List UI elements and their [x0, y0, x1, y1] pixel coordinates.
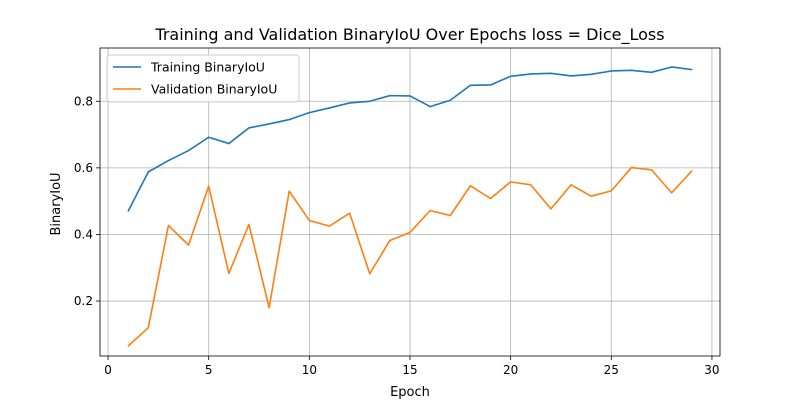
- y-tick-label-2: 0.6: [74, 161, 93, 175]
- x-tick-label-0: 0: [104, 363, 112, 377]
- series-1-point-17: [469, 185, 471, 187]
- y-tick-label-1: 0.4: [74, 227, 93, 241]
- series-0-point-24: [610, 70, 612, 72]
- chart-title: Training and Validation BinaryIoU Over E…: [154, 25, 664, 45]
- series-1-point-12: [369, 273, 371, 275]
- series-0-point-17: [469, 84, 471, 86]
- series-1-point-20: [530, 184, 532, 186]
- series-0-point-4: [208, 136, 210, 138]
- series-0-point-13: [389, 95, 391, 97]
- series-1-point-5: [228, 272, 230, 275]
- series-0-point-21: [550, 72, 552, 74]
- series-1-point-28: [691, 170, 693, 172]
- y-tick-label-0: 0.2: [74, 294, 93, 308]
- series-1-point-16: [449, 214, 451, 217]
- y-axis-label: BinaryIoU: [49, 172, 64, 235]
- legend-label-1: Validation BinaryIoU: [151, 82, 277, 97]
- series-1-point-22: [570, 184, 572, 186]
- series-1-point-6: [248, 223, 250, 226]
- series-0-point-16: [449, 99, 451, 101]
- series-0-point-0: [127, 210, 129, 212]
- series-1-point-24: [610, 190, 612, 192]
- series-0-point-1: [147, 171, 149, 173]
- series-0-point-3: [187, 149, 190, 152]
- series-0-point-10: [328, 107, 331, 109]
- series-0-point-26: [650, 71, 653, 73]
- series-1-point-27: [671, 192, 673, 194]
- series-1-point-10: [328, 225, 331, 227]
- series-0-point-14: [409, 95, 411, 97]
- x-tick-label-4: 20: [503, 363, 518, 377]
- series-1-point-21: [550, 208, 552, 210]
- series-1-point-13: [389, 239, 391, 242]
- series-1-point-0: [127, 345, 129, 347]
- series-0-point-6: [248, 127, 250, 129]
- legend-box: [106, 54, 300, 103]
- series-1-point-11: [349, 212, 351, 214]
- series-0-point-27: [671, 66, 673, 68]
- series-1-point-8: [288, 190, 290, 192]
- series-1-point-25: [630, 166, 633, 169]
- series-1-point-15: [429, 209, 431, 212]
- x-tick-label-2: 10: [302, 363, 317, 377]
- x-axis-label: Epoch: [390, 385, 430, 400]
- series-1-point-9: [308, 219, 310, 222]
- x-tick-label-3: 15: [402, 363, 417, 377]
- x-tick-label-1: 5: [205, 363, 213, 377]
- series-1-point-14: [409, 231, 411, 234]
- axis-ticks: 0 5 10 15 20 25 30 0.2 0.4 0.6 0.8: [74, 94, 720, 377]
- series-0-point-2: [167, 159, 170, 162]
- legend-label-0: Training BinaryIoU: [150, 60, 265, 75]
- series-1-point-1: [147, 327, 149, 329]
- x-tick-label-6: 30: [704, 363, 719, 377]
- legend: Training BinaryIoU Validation BinaryIoU: [106, 54, 300, 103]
- series-0-point-7: [268, 123, 270, 125]
- x-tick-label-5: 25: [604, 363, 619, 377]
- series-0-point-19: [510, 75, 512, 77]
- series-1-point-7: [268, 307, 270, 309]
- series-1-point-26: [650, 169, 653, 171]
- series-0-point-11: [349, 102, 351, 104]
- series-0-point-28: [691, 69, 693, 71]
- series-lines: [127, 66, 693, 347]
- series-0-point-12: [369, 100, 371, 102]
- series-1-point-3: [187, 244, 190, 246]
- series-0-point-9: [308, 111, 310, 114]
- y-tick-label-3: 0.8: [74, 94, 93, 108]
- series-1-point-4: [208, 185, 210, 187]
- series-0-point-8: [288, 118, 290, 121]
- series-0-point-18: [489, 84, 492, 86]
- series-1-point-2: [167, 224, 170, 227]
- series-1-point-23: [590, 195, 592, 197]
- series-0-point-5: [228, 142, 230, 145]
- series-0-point-22: [570, 75, 572, 77]
- series-0-point-20: [530, 73, 532, 75]
- series-1-point-18: [489, 197, 492, 200]
- series-1-point-19: [510, 181, 512, 183]
- series-0-point-15: [429, 106, 431, 108]
- series-0-point-23: [590, 73, 592, 75]
- series-0-point-25: [630, 69, 633, 71]
